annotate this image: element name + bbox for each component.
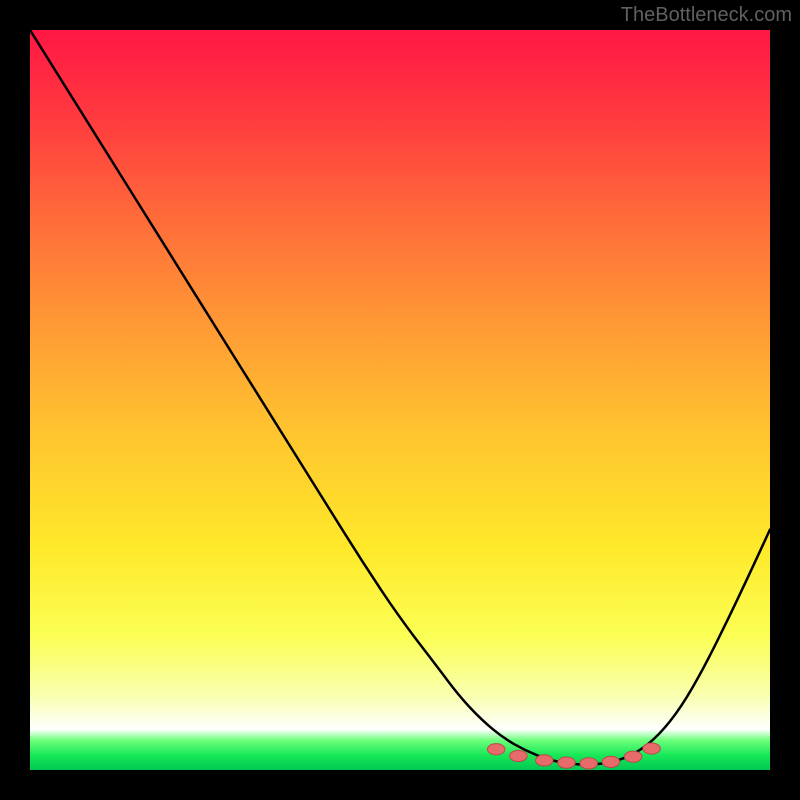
valley-marker bbox=[580, 758, 598, 769]
gradient-background bbox=[30, 30, 770, 770]
valley-marker bbox=[510, 750, 528, 761]
chart-svg bbox=[30, 30, 770, 770]
valley-marker bbox=[536, 755, 554, 766]
valley-marker bbox=[643, 743, 661, 754]
valley-marker bbox=[487, 744, 505, 755]
valley-marker bbox=[624, 751, 642, 762]
plot-area bbox=[30, 30, 770, 770]
valley-marker bbox=[558, 757, 576, 768]
watermark-text: TheBottleneck.com bbox=[621, 4, 792, 27]
chart-root: TheBottleneck.com bbox=[0, 0, 800, 800]
valley-marker bbox=[602, 756, 620, 767]
